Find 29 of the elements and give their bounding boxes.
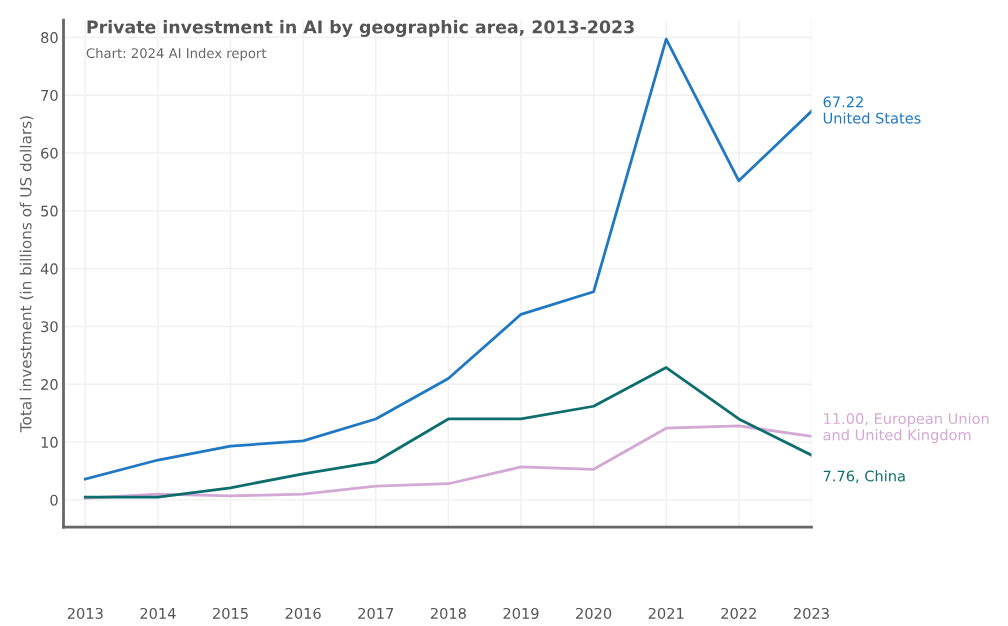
x-tick-label: 2014 bbox=[140, 607, 176, 619]
y-tick-label: 30 bbox=[41, 321, 58, 333]
x-tick-label: 2022 bbox=[721, 607, 756, 619]
x-tick-label: 2013 bbox=[67, 607, 103, 619]
text: Chart: 2024 AI Index report bbox=[86, 47, 267, 61]
x-tick-label: 2016 bbox=[285, 607, 321, 619]
line-series bbox=[83, 37, 812, 481]
y-tick-label: 40 bbox=[40, 263, 58, 275]
x-tick-label: 2023 bbox=[793, 607, 829, 619]
line-series bbox=[83, 424, 812, 500]
y-axis-title: Total investment (in billions of US dollars) bbox=[19, 116, 34, 433]
x-tick-label: 2020 bbox=[576, 607, 612, 619]
y-tick-label: 80 bbox=[41, 32, 58, 44]
annotation: 11.00, European Union and United Kingdom bbox=[823, 412, 989, 444]
y-tick-label: 60 bbox=[41, 147, 58, 159]
chart-title: Private investment in AI by geographic area, 2013-2023 bbox=[87, 20, 634, 37]
annotation: 67.22 United States bbox=[823, 96, 921, 124]
y-tick-label: 10 bbox=[41, 436, 58, 448]
annotation: 7.76, China bbox=[823, 470, 905, 483]
x-tick-label: 2019 bbox=[503, 607, 539, 619]
y-tick-label: 50 bbox=[41, 205, 58, 217]
line-series bbox=[83, 366, 812, 499]
y-tick-label: 70 bbox=[41, 89, 58, 101]
y-tick-label: 0 bbox=[50, 494, 58, 506]
x-tick-label: 2017 bbox=[358, 607, 394, 619]
x-tick-label: 2015 bbox=[213, 607, 248, 619]
x-tick-label: 2021 bbox=[648, 607, 684, 619]
x-tick-label: 2018 bbox=[430, 607, 466, 619]
y-tick-label: 20 bbox=[41, 379, 58, 391]
